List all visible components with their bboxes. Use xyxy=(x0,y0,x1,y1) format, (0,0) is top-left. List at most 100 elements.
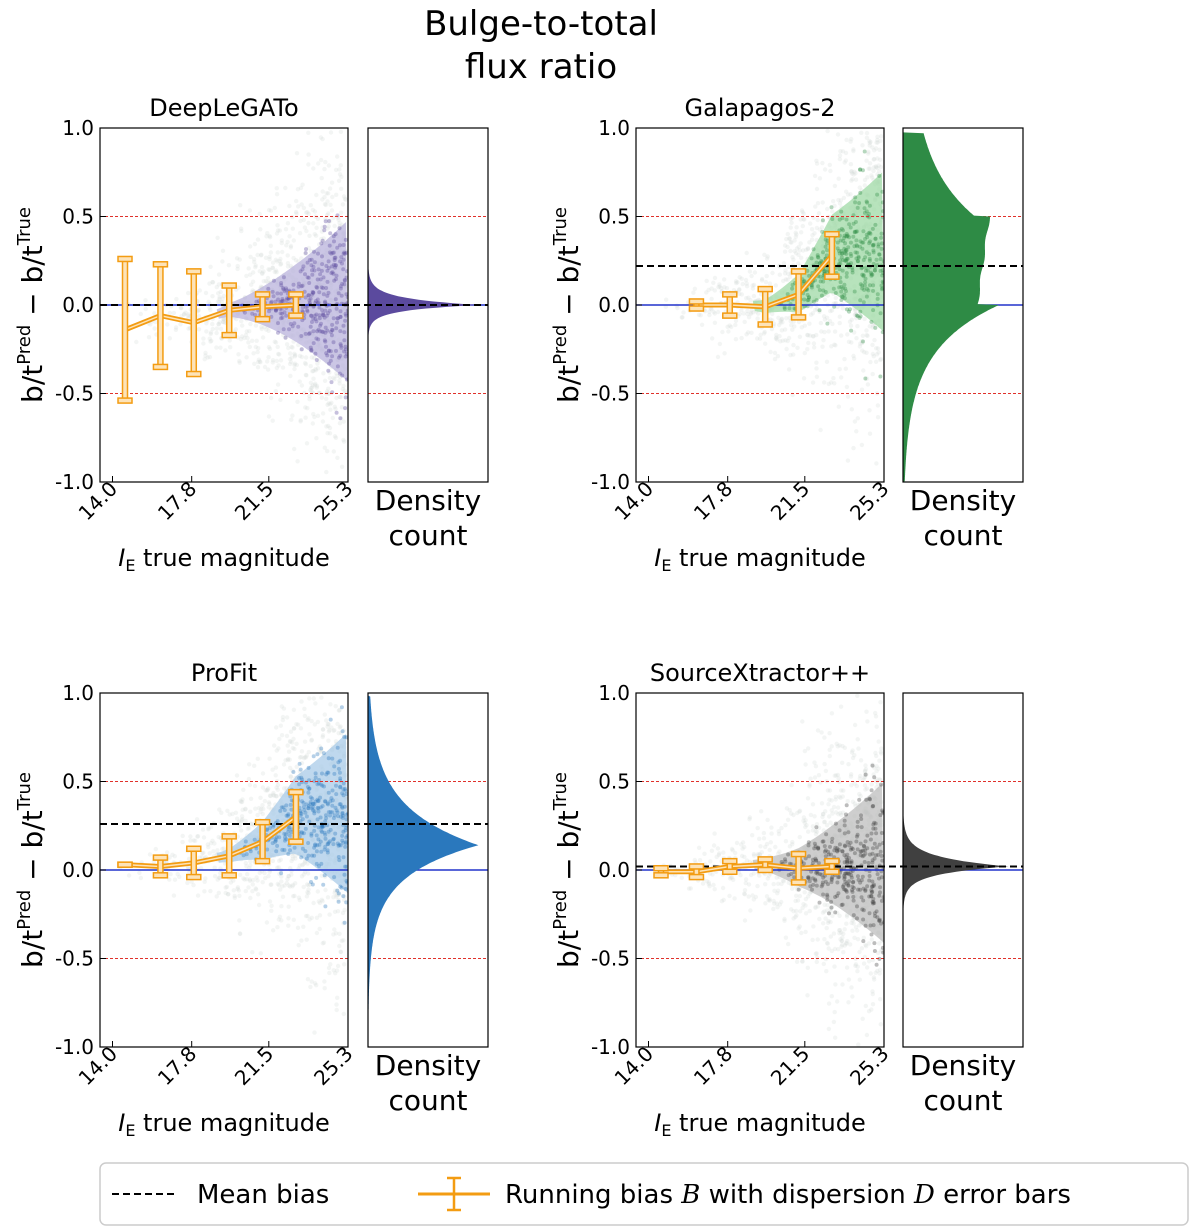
density-histogram xyxy=(368,693,479,1047)
scatter-point xyxy=(312,268,317,273)
scatter-point xyxy=(749,273,754,279)
scatter-point xyxy=(841,887,846,891)
scatter-point xyxy=(743,880,748,886)
scatter-point xyxy=(310,272,315,277)
scatter-point xyxy=(874,352,880,357)
scatter-point xyxy=(206,844,211,850)
scatter-point xyxy=(858,244,862,249)
scatter-point xyxy=(237,360,242,365)
scatter-point xyxy=(802,820,807,826)
scatter-point xyxy=(837,913,842,918)
scatter-point xyxy=(343,197,348,202)
scatter-point xyxy=(837,779,842,785)
scatter-point xyxy=(854,316,859,321)
scatter-point xyxy=(220,296,225,301)
scatter-point xyxy=(279,904,284,909)
scatter-point xyxy=(816,846,820,851)
scatter-point xyxy=(232,893,237,899)
scatter-point xyxy=(303,405,308,410)
scatter-point xyxy=(870,325,875,330)
scatter-point xyxy=(278,261,284,266)
scatter-point xyxy=(295,399,300,404)
scatter-point xyxy=(873,146,879,151)
scatter-point xyxy=(301,831,306,836)
scatter-point xyxy=(307,332,311,336)
scatter-point xyxy=(867,143,872,148)
scatter-point xyxy=(183,310,188,315)
scatter-point xyxy=(284,803,289,808)
scatter-point xyxy=(316,337,321,342)
scatter-point xyxy=(302,390,307,396)
scatter-point xyxy=(276,321,280,326)
scatter-point xyxy=(876,244,881,249)
scatter-point xyxy=(813,856,818,861)
scatter-point xyxy=(337,421,343,426)
scatter-point xyxy=(862,206,867,211)
scatter-point xyxy=(840,982,845,987)
scatter-point xyxy=(235,266,240,272)
scatter-point xyxy=(822,819,827,824)
scatter-point xyxy=(871,923,876,928)
running-bias-errorbar xyxy=(688,298,705,312)
scatter-point xyxy=(801,815,807,820)
scatter-point xyxy=(866,231,871,236)
scatter-point xyxy=(294,151,300,156)
scatter-point xyxy=(299,754,304,760)
scatter-point xyxy=(265,847,270,852)
scatter-point xyxy=(814,332,819,338)
scatter-point xyxy=(802,297,807,302)
scatter-point xyxy=(859,817,864,821)
scatter-point xyxy=(807,879,812,884)
scatter-point xyxy=(289,872,294,877)
scatter-point xyxy=(845,840,850,845)
scatter-point xyxy=(838,238,843,243)
scatter-point xyxy=(817,309,822,314)
scatter-point xyxy=(819,801,825,806)
scatter-point xyxy=(171,310,177,316)
scatter-point xyxy=(167,855,172,860)
scatter-point xyxy=(830,811,835,816)
scatter-point xyxy=(752,270,758,275)
scatter-point xyxy=(322,300,327,305)
scatter-point xyxy=(761,836,767,841)
scatter-point xyxy=(837,320,842,326)
scatter-point xyxy=(325,328,330,333)
scatter-point xyxy=(258,795,263,800)
scatter-point xyxy=(275,228,281,233)
scatter-point xyxy=(251,270,256,275)
scatter-point xyxy=(312,981,318,986)
scatter-point xyxy=(879,949,884,954)
scatter-point xyxy=(861,886,866,891)
scatter-point xyxy=(850,847,855,851)
scatter-point xyxy=(341,781,346,786)
scatter-point xyxy=(210,321,215,327)
scatter-point xyxy=(696,312,702,317)
scatter-point xyxy=(294,722,299,727)
scatter-point xyxy=(324,396,329,401)
scatter-point xyxy=(331,728,336,733)
scatter-point xyxy=(785,277,790,282)
scatter-point xyxy=(858,309,863,314)
scatter-point xyxy=(259,326,264,332)
scatter-point xyxy=(244,877,249,882)
running-bias-errorbar xyxy=(824,230,840,280)
scatter-point xyxy=(311,376,316,381)
scatter-point xyxy=(836,197,841,203)
scatter-point xyxy=(167,877,172,882)
scatter-point xyxy=(879,283,884,288)
scatter-point xyxy=(191,882,196,888)
scatter-point xyxy=(863,276,868,281)
scatter-point xyxy=(252,361,257,366)
scatter-point xyxy=(797,924,802,929)
scatter-point xyxy=(850,270,855,275)
scatter-point xyxy=(268,243,273,248)
scatter-point xyxy=(813,878,818,883)
scatter-point xyxy=(332,764,337,769)
scatter-point xyxy=(836,891,841,896)
errorbar-stem xyxy=(190,848,198,878)
scatter-point xyxy=(864,1032,870,1038)
scatter-point xyxy=(860,348,865,353)
scatter-point xyxy=(761,830,767,836)
scatter-point xyxy=(762,252,767,257)
scatter-point xyxy=(306,883,311,888)
